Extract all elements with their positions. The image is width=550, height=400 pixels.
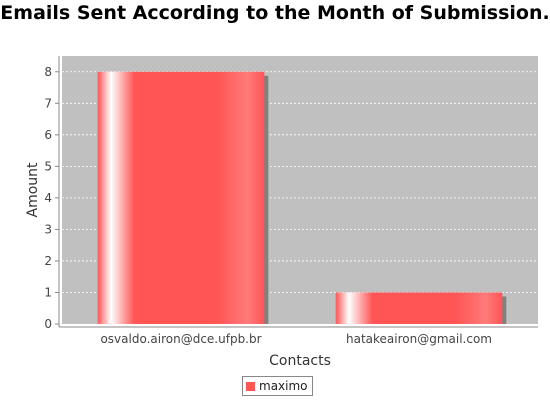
y-tick-label: 5 [44,159,52,173]
y-tick-label: 0 [44,317,52,331]
legend-label: maximo [259,379,308,393]
y-tick-label: 3 [44,222,52,236]
y-tick-label: 7 [44,96,52,110]
legend-swatch [246,381,255,391]
y-tick-label: 6 [44,128,52,142]
y-axis-label: Amount [25,162,41,218]
y-tick-label: 1 [44,285,52,299]
y-tick-label: 2 [44,254,52,268]
chart-title: Emails Sent According to the Month of Su… [0,2,550,24]
x-tick-label: osvaldo.airon@dce.ufpb.br [100,332,261,346]
bar [335,292,503,324]
x-tick-label: hatakeairon@gmail.com [346,332,492,346]
y-tick-label: 4 [44,191,52,205]
bar [97,71,265,324]
x-axis-label: Contacts [269,353,331,369]
legend: maximo [242,376,313,396]
y-tick-label: 8 [44,65,52,79]
